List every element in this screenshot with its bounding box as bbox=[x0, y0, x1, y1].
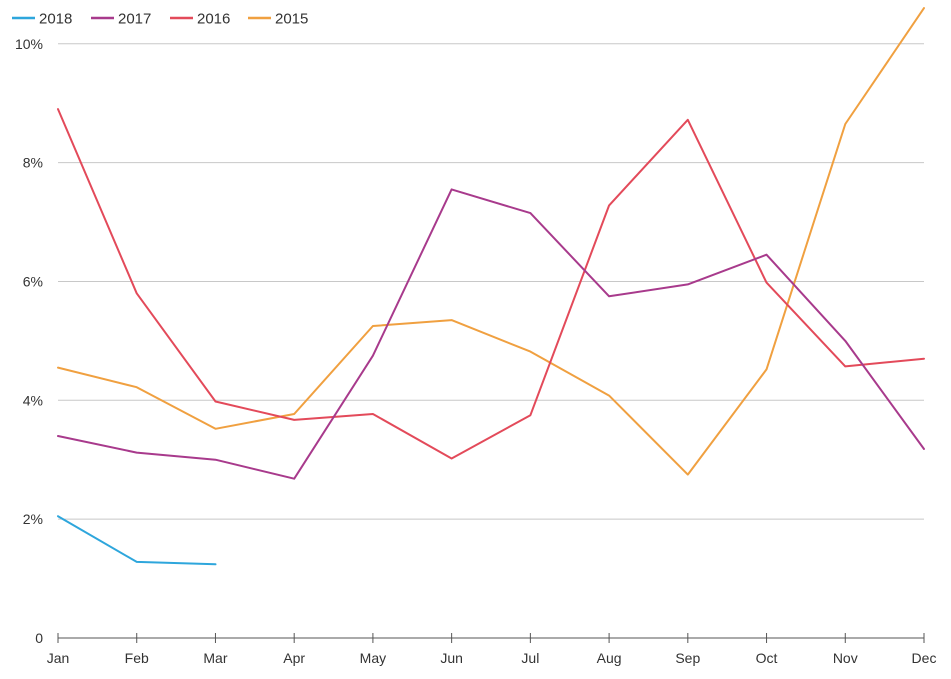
series-line-2018 bbox=[57, 515, 217, 566]
y-tick-label: 2% bbox=[23, 511, 43, 527]
x-tick-label: Jan bbox=[47, 650, 70, 666]
grid-layer bbox=[58, 43, 924, 520]
x-tick-label: Nov bbox=[833, 650, 858, 666]
y-tick-label: 4% bbox=[23, 392, 43, 408]
x-tick-label: Jul bbox=[521, 650, 539, 666]
series-line-2015 bbox=[57, 7, 925, 476]
y-tick-label: 8% bbox=[23, 155, 43, 171]
x-tick-label: Mar bbox=[203, 650, 227, 666]
legend: 2018 2017 2016 2015 bbox=[12, 11, 308, 28]
y-tick-label: 0 bbox=[35, 630, 43, 646]
legend-label-2017: 2017 bbox=[118, 11, 151, 28]
series-line-2016 bbox=[57, 108, 925, 460]
x-tick-label: Dec bbox=[912, 650, 937, 666]
y-axis: 0 2% 4% 6% 8% 10% bbox=[15, 36, 43, 646]
legend-label-2018: 2018 bbox=[39, 11, 72, 28]
x-axis: Jan Feb Mar Apr May Jun Jul Aug Sep Oct Nov Dec bbox=[47, 633, 937, 666]
x-tick-label: Feb bbox=[125, 650, 149, 666]
x-tick-label: Aug bbox=[597, 650, 622, 666]
y-tick-label: 6% bbox=[23, 273, 43, 289]
series-layer bbox=[57, 7, 925, 566]
legend-label-2015: 2015 bbox=[275, 11, 308, 28]
x-tick-label: Oct bbox=[756, 650, 778, 666]
x-tick-label: May bbox=[360, 650, 386, 666]
x-tick-label: Jun bbox=[440, 650, 463, 666]
x-tick-label: Sep bbox=[675, 650, 700, 666]
y-tick-label: 10% bbox=[15, 36, 43, 52]
legend-label-2016: 2016 bbox=[197, 11, 230, 28]
x-tick-label: Apr bbox=[283, 650, 305, 666]
series-line-2017 bbox=[57, 188, 925, 480]
